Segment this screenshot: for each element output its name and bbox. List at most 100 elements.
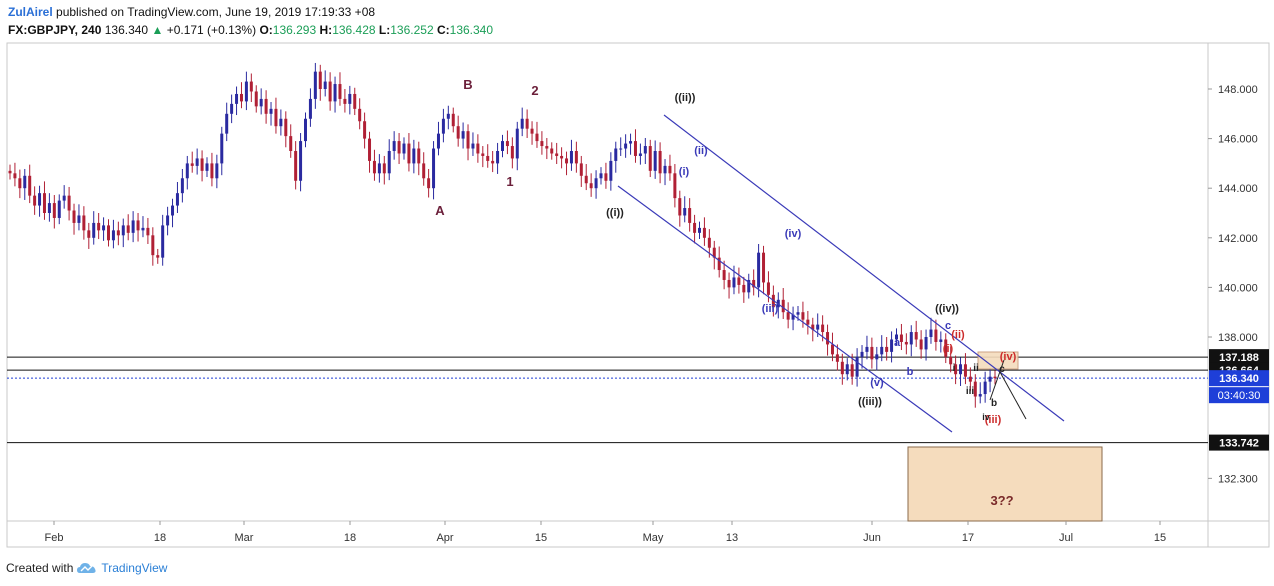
y-tick-label: 138.000 <box>1218 332 1258 344</box>
candle-body <box>934 329 938 342</box>
author-link[interactable]: ZulAirel <box>8 5 53 19</box>
channel-lower <box>617 185 953 433</box>
symbol-name[interactable]: FX:GBPJPY, 240 <box>8 23 102 37</box>
candle-body <box>860 351 864 357</box>
candle-body <box>23 175 27 189</box>
candle-body <box>545 146 549 149</box>
wave-label: ii <box>973 363 979 374</box>
candle-body <box>845 364 849 375</box>
reversal-zone <box>977 351 1019 370</box>
x-tick-label: 18 <box>154 532 166 544</box>
candle-body <box>766 282 770 295</box>
candle-body <box>732 277 736 288</box>
candle-body <box>742 284 746 293</box>
x-tick-label: 17 <box>962 532 974 544</box>
candle-body <box>870 346 874 360</box>
candle-body <box>358 108 362 122</box>
candle-body <box>77 215 81 223</box>
close-label: C: <box>436 23 450 37</box>
candle-body <box>796 312 800 315</box>
candle-body <box>850 364 854 377</box>
wave-label: (i) <box>679 166 690 178</box>
candle-body <box>121 225 125 236</box>
candle-body <box>599 173 603 179</box>
y-tick-label: 142.000 <box>1218 233 1258 245</box>
candle-body <box>62 195 66 201</box>
candle-body <box>42 193 46 213</box>
y-tick-label: 146.000 <box>1218 134 1258 146</box>
candle-body <box>993 376 997 379</box>
candle-body <box>427 178 431 189</box>
candle-body <box>816 324 820 330</box>
wave-label: b <box>907 366 914 378</box>
candle-body <box>707 237 711 248</box>
candle-body <box>215 163 219 179</box>
candle-body <box>609 160 613 181</box>
tradingview-link[interactable]: TradingView <box>101 561 168 575</box>
candle-body <box>496 151 500 164</box>
candle-body <box>436 133 440 149</box>
candle-body <box>141 227 145 231</box>
candle-body <box>663 165 667 174</box>
candle-body <box>486 155 490 161</box>
candle-body <box>535 133 539 142</box>
candle-body <box>914 332 918 340</box>
candle-body <box>387 151 391 174</box>
x-tick-label: Apr <box>436 532 453 544</box>
candle-body <box>72 210 76 223</box>
candle-body <box>653 151 657 171</box>
candle-body <box>111 230 115 241</box>
candle-body <box>747 279 751 293</box>
close-value: 136.340 <box>449 23 494 37</box>
candle-body <box>343 98 347 104</box>
high-label: H: <box>319 23 333 37</box>
x-tick-label: Mar <box>235 532 254 544</box>
wave-label: ((iii)) <box>858 396 882 408</box>
candle-body <box>712 247 716 258</box>
candle-body <box>195 158 199 166</box>
candle-body <box>441 118 445 134</box>
candle-body <box>939 339 943 342</box>
candle-body <box>569 151 573 164</box>
published-text: published on TradingView.com, June 19, 2… <box>56 5 376 19</box>
candle-body <box>392 141 396 151</box>
candle-body <box>102 225 106 231</box>
candle-body <box>422 163 426 179</box>
tradingview-cloud-icon <box>77 563 96 573</box>
last-price: 136.340 <box>104 23 149 37</box>
countdown-text: 03:40:30 <box>1218 390 1261 402</box>
candle-body <box>146 227 150 236</box>
candle-body <box>890 339 894 352</box>
price-change: +0.171 (+0.13%) <box>166 23 257 37</box>
wave-label: (ii) <box>694 145 708 157</box>
candle-body <box>835 354 839 362</box>
x-tick-label: 13 <box>726 532 738 544</box>
wave-label: ((iv)) <box>935 303 959 315</box>
candle-body <box>821 324 825 333</box>
candle-body <box>254 91 258 107</box>
candle-body <box>614 148 618 161</box>
candle-body <box>954 364 958 375</box>
y-tick-label: 132.300 <box>1218 473 1258 485</box>
candle-body <box>786 312 790 320</box>
candle-body <box>683 208 687 216</box>
candle-body <box>762 252 766 283</box>
candle-body <box>555 153 559 156</box>
candle-body <box>757 252 761 288</box>
candle-body <box>461 131 465 139</box>
wave-label: A <box>435 203 445 218</box>
candle-body <box>722 270 726 280</box>
x-tick-label: 18 <box>344 532 356 544</box>
candle-body <box>126 225 130 233</box>
candle-body <box>638 153 642 156</box>
countdown-tag <box>1209 387 1269 404</box>
candle-body <box>826 332 830 345</box>
candle-body <box>57 200 61 218</box>
candle-body <box>550 148 554 154</box>
candle-body <box>520 118 524 129</box>
candle-body <box>348 93 352 104</box>
candle-body <box>368 138 372 161</box>
candle-body <box>239 93 243 102</box>
candle-body <box>279 118 283 127</box>
